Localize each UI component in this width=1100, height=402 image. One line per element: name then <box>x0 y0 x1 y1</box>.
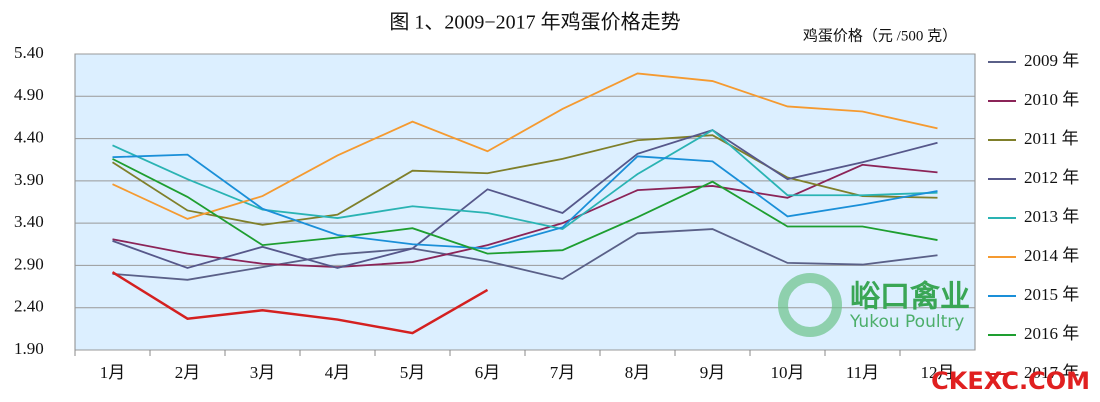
y-tick-label: 3.40 <box>14 212 44 231</box>
legend-label: 2009 年 <box>1024 51 1079 70</box>
x-tick-label: 1月 <box>100 363 126 382</box>
y-tick-label: 3.90 <box>14 170 44 189</box>
y-tick-label: 1.90 <box>14 339 44 358</box>
x-tick-label: 7月 <box>550 363 576 382</box>
x-tick-label: 8月 <box>625 363 651 382</box>
legend-label: 2011 年 <box>1024 129 1079 148</box>
watermark-logo <box>778 273 842 337</box>
x-tick-label: 4月 <box>325 363 351 382</box>
y-tick-label: 4.40 <box>14 127 44 146</box>
legend-label: 2016 年 <box>1024 324 1079 343</box>
series-line <box>111 271 489 335</box>
series-line <box>112 163 938 269</box>
series-line <box>112 129 938 231</box>
watermark: Yukou Poultry <box>849 312 964 332</box>
legend-label: 2014 年 <box>1024 246 1079 265</box>
y-tick-label: 4.90 <box>14 85 44 104</box>
series-line <box>112 158 938 255</box>
axis-label: 鸡蛋价格（元 /500 克） <box>803 27 957 44</box>
x-tick-label: 2月 <box>175 363 201 382</box>
x-tick-label: 6月 <box>475 363 501 382</box>
y-tick-label: 2.40 <box>14 297 44 316</box>
legend-label: 2015 年 <box>1024 285 1079 304</box>
watermark: 峪口禽业 <box>850 280 970 315</box>
series-line <box>112 129 938 269</box>
series-line <box>112 134 938 226</box>
x-tick-label: 10月 <box>771 363 805 382</box>
x-tick-label: 11月 <box>846 363 879 382</box>
watermark: CKEXC.COM <box>931 367 1090 395</box>
legend-label: 2010 年 <box>1024 90 1079 109</box>
legend-label: 2013 年 <box>1024 207 1079 226</box>
y-tick-label: 2.90 <box>14 254 44 273</box>
legend-label: 2012 年 <box>1024 168 1079 187</box>
chart-title: 图 1、2009−2017 年鸡蛋价格走势 <box>389 11 680 34</box>
x-tick-label: 12月 <box>921 363 955 382</box>
x-tick-label: 3月 <box>250 363 276 382</box>
legend-label: 2017 年 <box>1024 363 1079 382</box>
y-tick-label: 5.40 <box>14 43 44 62</box>
x-tick-label: 9月 <box>700 363 726 382</box>
series-line <box>112 228 938 281</box>
series-line <box>112 153 938 250</box>
x-tick-label: 5月 <box>400 363 426 382</box>
